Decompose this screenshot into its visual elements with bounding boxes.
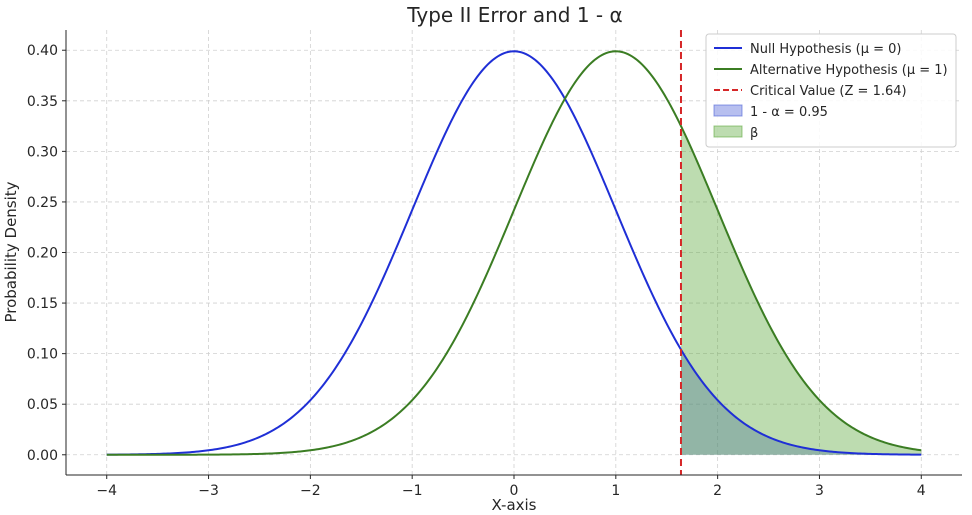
x-tick-label: −3 [198, 483, 219, 499]
y-tick-label: 0.35 [27, 94, 58, 110]
legend-label: Critical Value (Z = 1.64) [750, 84, 907, 99]
y-tick-label: 0.40 [27, 43, 58, 59]
x-ticks: −4 −3 −2 −1 0 1 2 3 4 [96, 475, 926, 499]
y-tick-label: 0.20 [27, 246, 58, 262]
y-tick-label: 0.25 [27, 195, 58, 211]
x-tick-label: −1 [402, 483, 423, 499]
legend-label: 1 - α = 0.95 [750, 105, 828, 120]
curves [106, 50, 922, 456]
series-line [106, 50, 922, 456]
x-tick-label: 1 [611, 483, 620, 499]
y-axis-label: Probability Density [2, 181, 20, 322]
legend-patch-swatch [713, 125, 743, 138]
y-tick-label: 0.15 [27, 296, 58, 312]
y-ticks: 0.00 0.05 0.10 0.15 0.20 0.25 0.30 0.35 0.40 [27, 43, 66, 464]
legend-patch-swatch [713, 104, 743, 117]
y-tick-label: 0.30 [27, 144, 58, 160]
x-tick-label: −2 [300, 483, 321, 499]
x-tick-label: 0 [510, 483, 519, 499]
x-axis-label: X-axis [492, 496, 537, 514]
shaded-regions [680, 126, 922, 455]
shaded-region [680, 126, 922, 455]
y-tick-label: 0.05 [27, 397, 58, 413]
x-tick-label: 3 [815, 483, 824, 499]
legend-label: β [750, 126, 758, 141]
grid [66, 30, 962, 475]
x-tick-label: 2 [713, 483, 722, 499]
legend-label: Alternative Hypothesis (μ = 1) [750, 63, 948, 78]
legend: Null Hypothesis (μ = 0) Alternative Hypot… [705, 33, 957, 148]
series-line [106, 50, 922, 456]
y-tick-label: 0.00 [27, 448, 58, 464]
legend-box [705, 33, 957, 148]
chart-title: Type II Error and 1 - α [406, 3, 622, 27]
legend-label: Null Hypothesis (μ = 0) [750, 42, 901, 57]
x-tick-label: 4 [917, 483, 926, 499]
y-tick-label: 0.10 [27, 347, 58, 363]
shaded-region [680, 349, 922, 455]
x-tick-label: −4 [96, 483, 117, 499]
